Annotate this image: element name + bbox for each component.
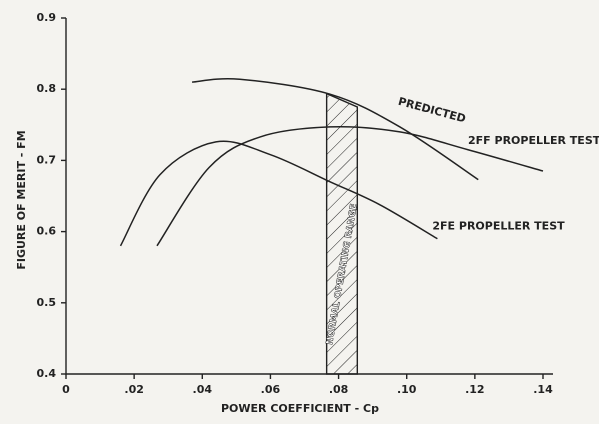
y-tick-label: 0.6 <box>37 225 57 238</box>
x-tick-label: 0 <box>62 383 70 396</box>
y-tick-label: 0.5 <box>37 296 57 309</box>
series-label: 2FE PROPELLER TEST <box>432 220 565 233</box>
x-axis-label: POWER COEFFICIENT - Cp <box>221 402 379 415</box>
y-axis-label: FIGURE OF MERIT - FM <box>15 130 28 269</box>
x-tick-label: .04 <box>193 383 213 396</box>
y-tick-label: 0.4 <box>37 367 57 380</box>
curve <box>192 78 479 181</box>
x-tick-label: .10 <box>397 383 417 396</box>
y-tick-label: 0.8 <box>37 82 57 95</box>
x-tick-label: .02 <box>124 383 144 396</box>
curve <box>156 126 544 247</box>
curve <box>119 140 438 247</box>
series-label: 2FF PROPELLER TEST <box>468 134 599 147</box>
x-tick-label: .08 <box>329 383 349 396</box>
x-tick-label: .06 <box>261 383 281 396</box>
series-label: PREDICTED <box>397 95 467 126</box>
x-tick-label: .14 <box>533 383 553 396</box>
x-tick-label: .12 <box>465 383 485 396</box>
y-tick-label: 0.7 <box>37 153 57 166</box>
axes <box>65 18 553 375</box>
y-tick-label: 0.9 <box>37 11 57 24</box>
